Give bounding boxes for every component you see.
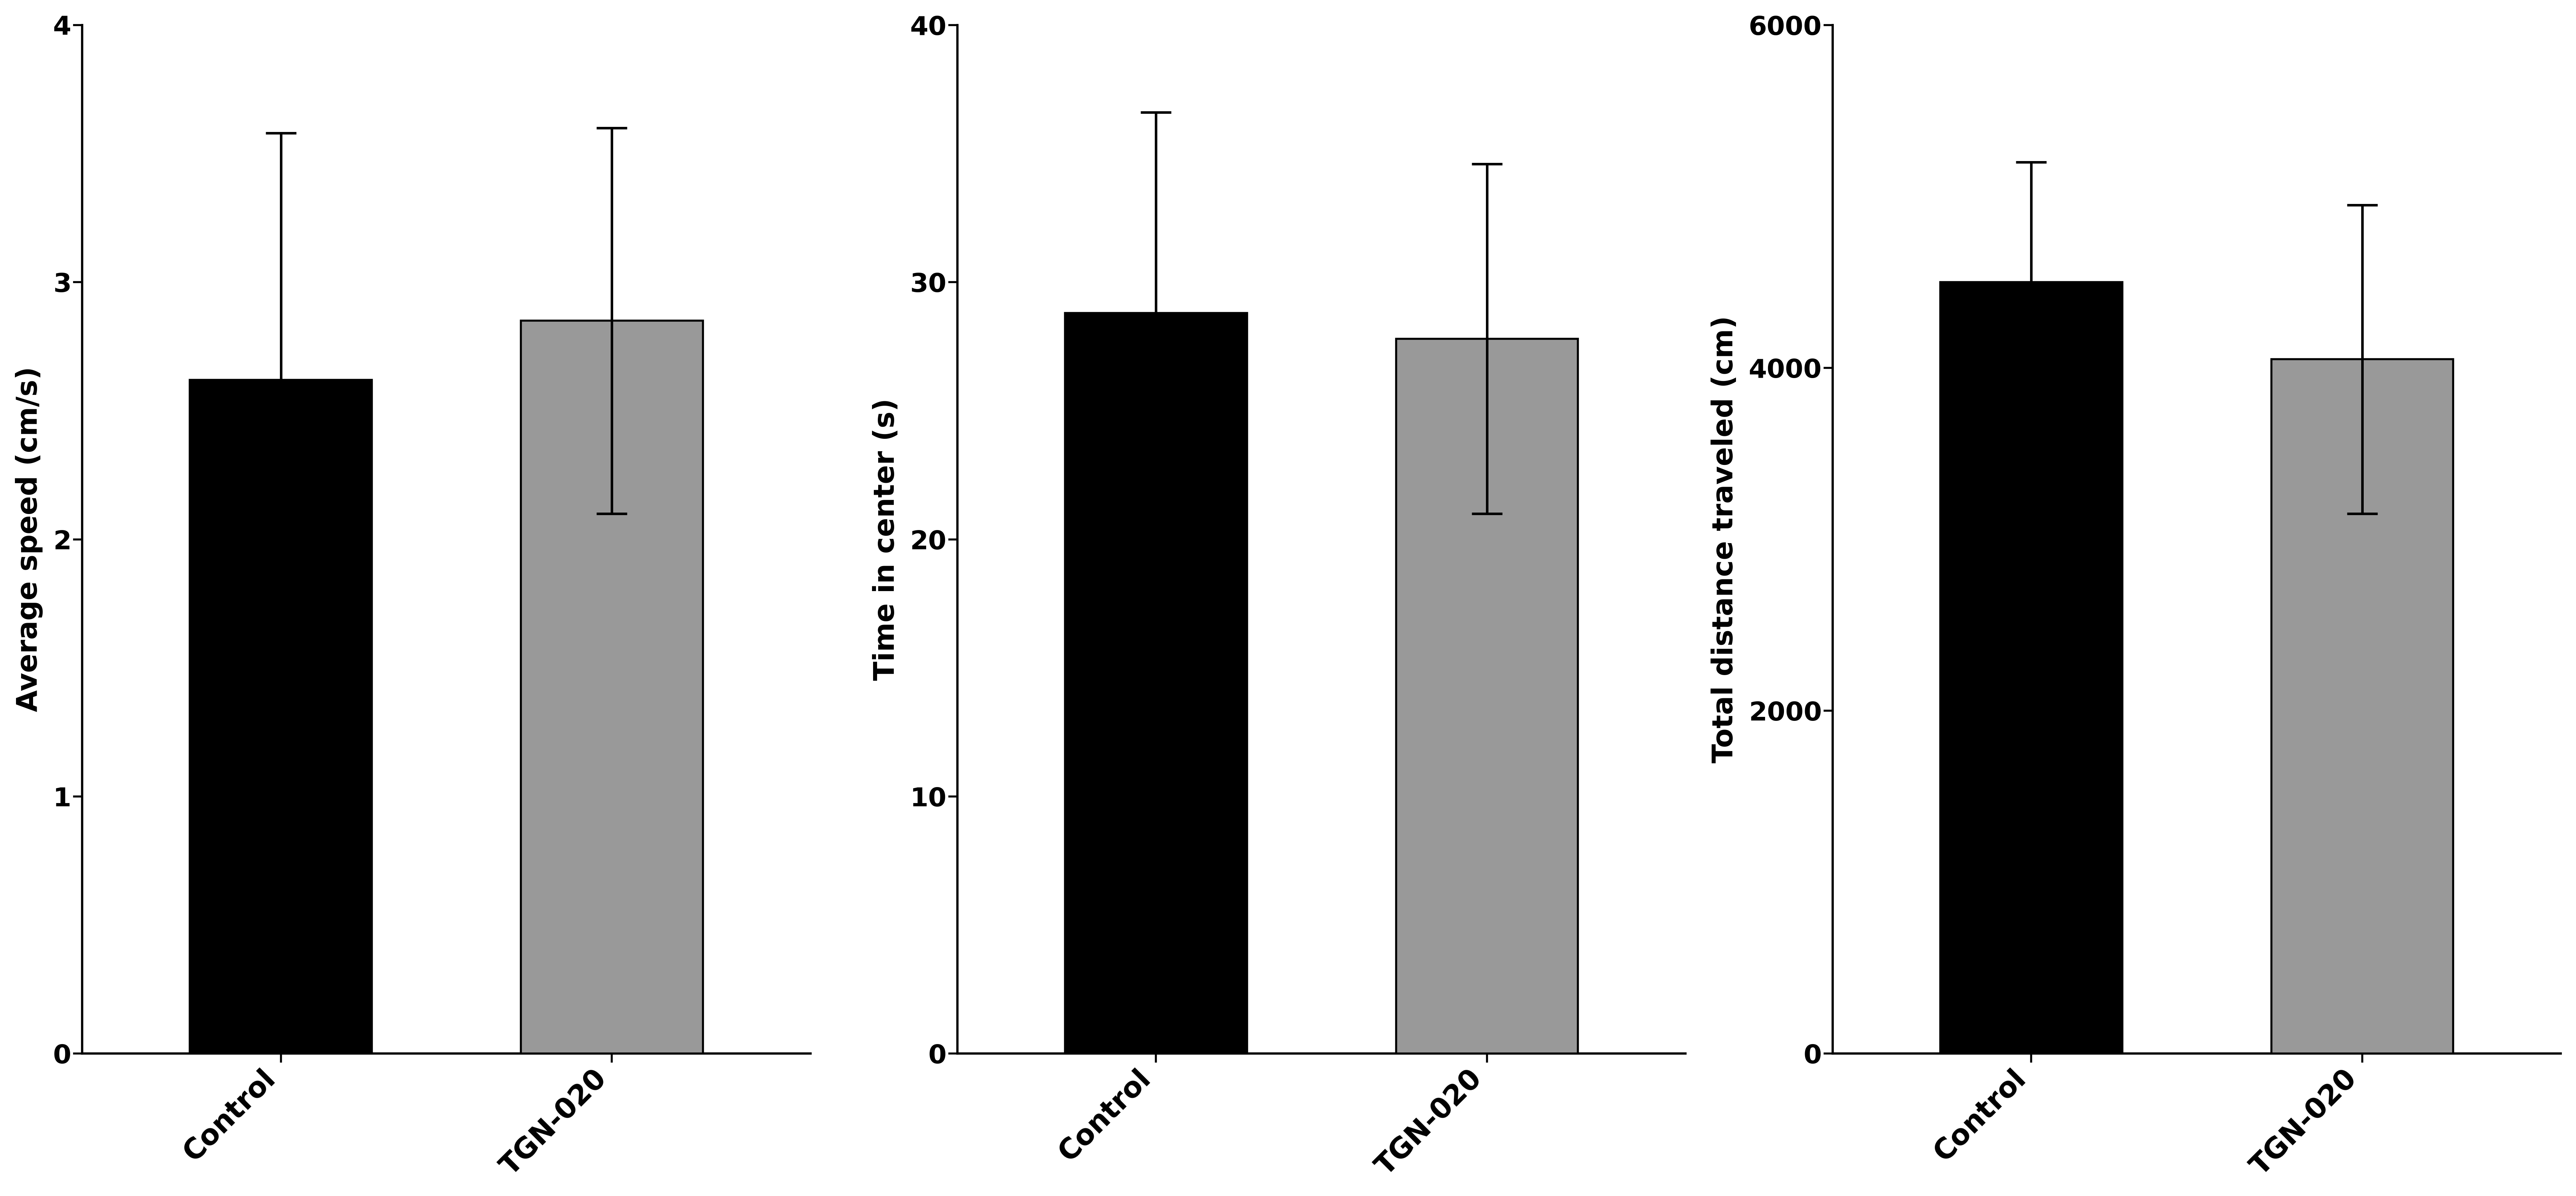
Bar: [1396, 338, 1579, 1054]
Bar: [1064, 313, 1247, 1054]
Bar: [520, 321, 703, 1054]
Bar: [2272, 359, 2452, 1054]
Bar: [191, 380, 371, 1054]
Y-axis label: Average speed (cm/s): Average speed (cm/s): [15, 367, 44, 712]
Y-axis label: Time in center (s): Time in center (s): [873, 398, 899, 681]
Y-axis label: Total distance traveled (cm): Total distance traveled (cm): [1710, 316, 1739, 763]
Bar: [1940, 282, 2123, 1054]
